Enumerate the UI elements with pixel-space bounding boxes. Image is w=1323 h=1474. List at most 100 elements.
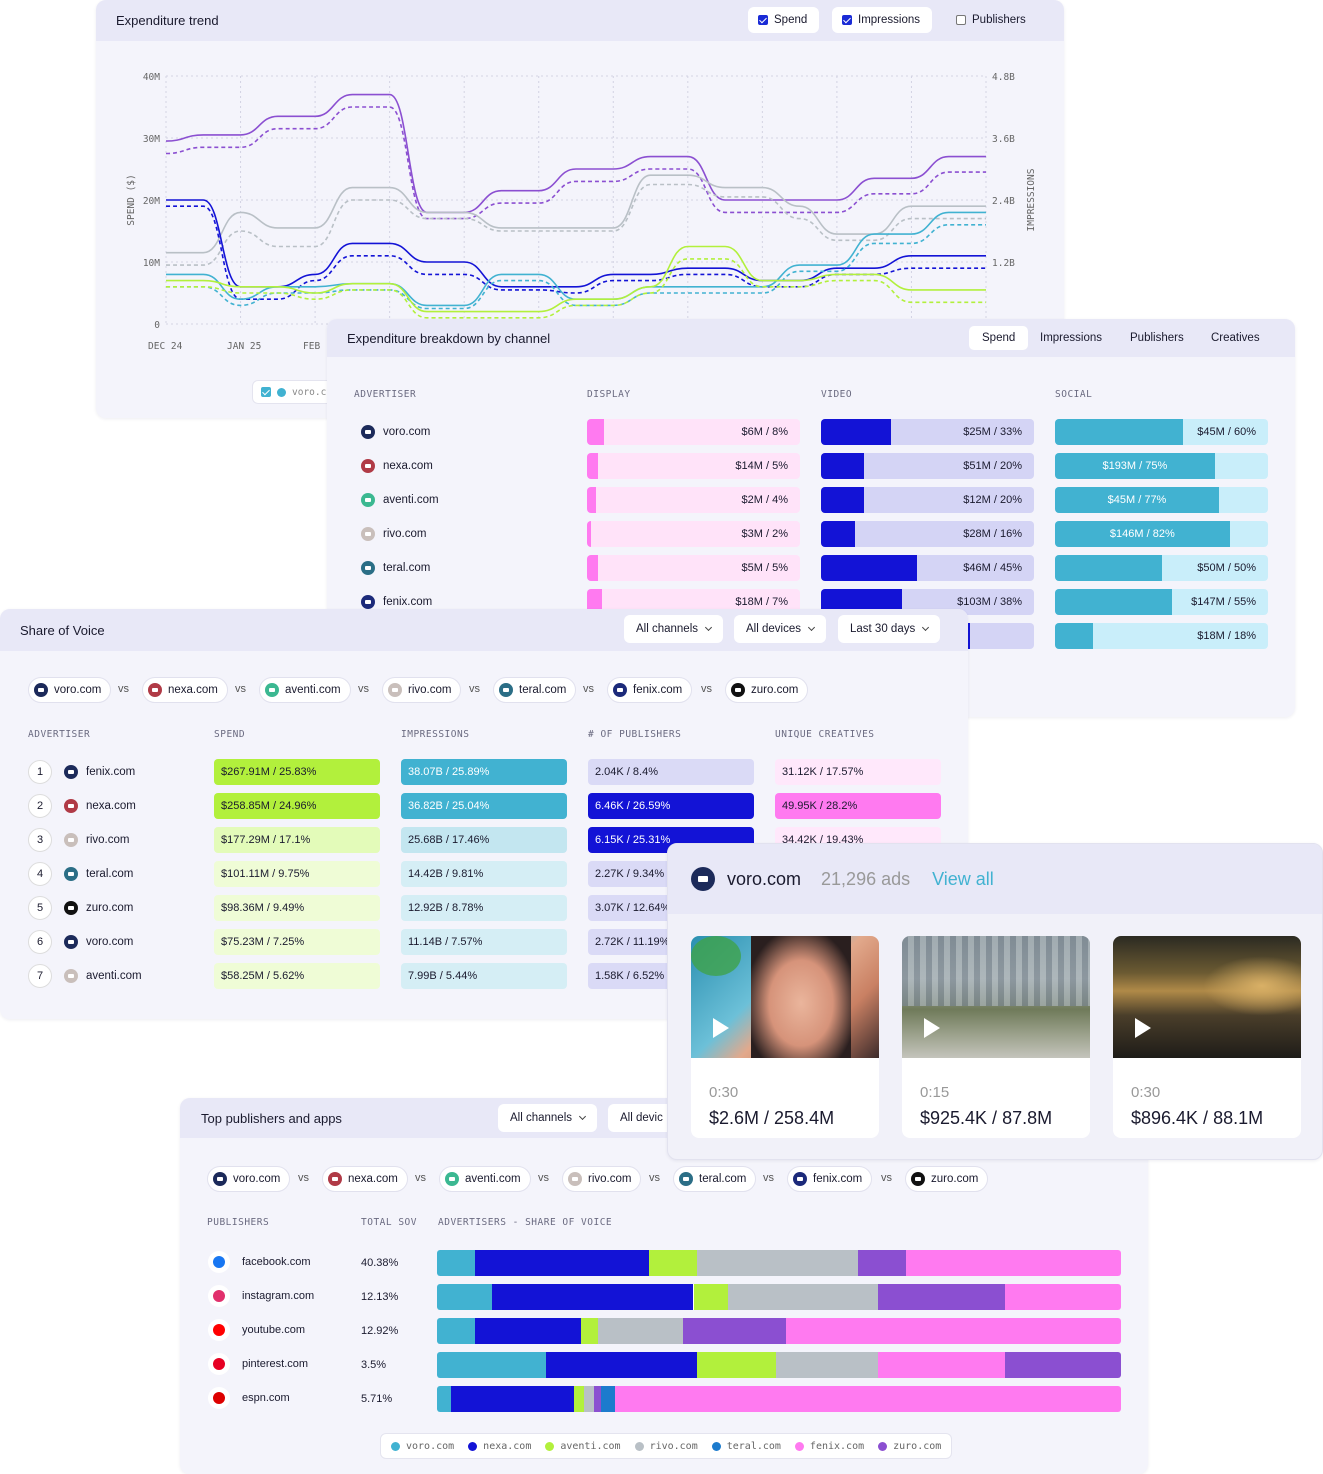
compare-advertiser-pill[interactable]: nexa.com: [322, 1166, 408, 1192]
breakdown-advertiser[interactable]: teral.com: [361, 561, 430, 575]
sov-pubs-cell: 6.46K / 26.59%: [588, 793, 754, 819]
car-icon: [388, 683, 402, 697]
compare-advertiser-pill[interactable]: voro.com: [28, 677, 112, 703]
sov-advertiser[interactable]: teral.com: [64, 867, 133, 881]
display-bar-fill: [587, 419, 605, 445]
impressions-toggle[interactable]: Impressions: [832, 7, 932, 33]
sov-channel-filter[interactable]: All channels: [624, 615, 724, 643]
sov-impr-cell: 11.14B / 7.57%: [401, 929, 567, 955]
impressions-checkbox[interactable]: [842, 15, 852, 25]
play-icon[interactable]: [924, 1018, 940, 1038]
publisher-name: youtube.com: [242, 1324, 305, 1336]
sov-col-creatives: UNIQUE CREATIVES: [775, 729, 875, 740]
publishers-toggle[interactable]: Publishers: [946, 7, 1036, 33]
compare-advertiser-pill[interactable]: zuro.com: [905, 1166, 989, 1192]
y-axis-label-left: SPEND ($): [126, 174, 137, 225]
youtube-icon: [208, 1319, 230, 1341]
compare-advertiser-pill[interactable]: aventi.com: [439, 1166, 531, 1192]
car-icon: [213, 1172, 227, 1186]
breakdown-advertiser[interactable]: aventi.com: [361, 493, 439, 507]
compare-advertiser-pill[interactable]: fenix.com: [607, 677, 693, 703]
advertiser-name: zuro.com: [86, 902, 134, 914]
display-value: $6M / 8%: [741, 426, 788, 438]
play-icon[interactable]: [1135, 1018, 1151, 1038]
legend-dot: [794, 1441, 804, 1451]
sov-impr-cell: 36.82B / 25.04%: [401, 793, 567, 819]
chevron-down-icon: [578, 1112, 587, 1121]
publishers-channel-filter[interactable]: All channels: [498, 1104, 598, 1132]
social-bar: $45M / 77%: [1055, 487, 1268, 513]
social-value: $18M / 18%: [1197, 630, 1256, 642]
publishers-checkbox[interactable]: [956, 15, 966, 25]
compare-advertiser-pill[interactable]: fenix.com: [787, 1166, 873, 1192]
breakdown-tab-spend[interactable]: Spend: [969, 326, 1029, 350]
legend-item[interactable]: voro.com: [391, 1441, 454, 1452]
legend-item[interactable]: zuro.com: [878, 1441, 941, 1452]
legend-item[interactable]: teral.com: [711, 1441, 781, 1452]
compare-advertiser-pill[interactable]: rivo.com: [562, 1166, 642, 1192]
car-icon: [361, 493, 375, 507]
publisher-name-cell[interactable]: instagram.com: [208, 1285, 314, 1307]
breakdown-advertiser[interactable]: voro.com: [361, 425, 430, 439]
breakdown-tab-impressions[interactable]: Impressions: [1040, 332, 1102, 344]
sov-advertiser[interactable]: fenix.com: [64, 765, 135, 779]
legend-checkbox[interactable]: [261, 387, 271, 397]
compare-advertiser-pill[interactable]: rivo.com: [382, 677, 462, 703]
sov-device-filter-label: All devices: [746, 623, 801, 635]
view-all-link[interactable]: View all: [932, 868, 994, 889]
compare-advertiser-pill[interactable]: nexa.com: [142, 677, 228, 703]
breakdown-advertiser[interactable]: fenix.com: [361, 595, 432, 609]
publisher-name-cell[interactable]: facebook.com: [208, 1251, 310, 1273]
legend-item[interactable]: rivo.com: [634, 1441, 698, 1452]
spend-toggle[interactable]: Spend: [748, 7, 820, 33]
legend-dot: [468, 1441, 478, 1451]
chevron-down-icon: [704, 623, 713, 632]
compare-advertiser-pill[interactable]: aventi.com: [259, 677, 351, 703]
share-segment-fenix: [1004, 1284, 1121, 1310]
legend-item[interactable]: fenix.com: [794, 1441, 864, 1452]
breakdown-advertiser[interactable]: rivo.com: [361, 527, 426, 541]
vs-separator: vs: [538, 1172, 549, 1184]
compare-advertiser-pill[interactable]: teral.com: [493, 677, 577, 703]
sov-advertiser[interactable]: zuro.com: [64, 901, 133, 915]
sov-device-filter[interactable]: All devices: [734, 615, 826, 643]
sov-advertiser[interactable]: rivo.com: [64, 833, 129, 847]
legend-item[interactable]: aventi.com: [545, 1441, 621, 1452]
breakdown-tab-publishers[interactable]: Publishers: [1130, 332, 1184, 344]
sov-advertiser[interactable]: aventi.com: [64, 969, 142, 983]
legend-item[interactable]: nexa.com: [468, 1441, 531, 1452]
publisher-total-sov: 40.38%: [361, 1257, 399, 1269]
sov-date-filter[interactable]: Last 30 days: [838, 615, 941, 643]
spend-checkbox[interactable]: [758, 15, 768, 25]
publisher-name-cell[interactable]: youtube.com: [208, 1319, 305, 1341]
share-segment-zuro: [857, 1250, 906, 1276]
publisher-name-cell[interactable]: espn.com: [208, 1387, 290, 1409]
trend-series-line: [166, 211, 986, 307]
publisher-name-cell[interactable]: pinterest.com: [208, 1353, 308, 1375]
publishers-device-filter[interactable]: All devic: [608, 1104, 675, 1132]
video-bar-fill: [821, 487, 864, 513]
play-icon[interactable]: [713, 1018, 729, 1038]
video-value: $103M / 38%: [957, 596, 1022, 608]
ad-card[interactable]: 0:15 $925.4K / 87.8M: [902, 936, 1090, 1138]
sov-advertiser[interactable]: nexa.com: [64, 799, 136, 813]
breakdown-tab-creatives[interactable]: Creatives: [1211, 332, 1260, 344]
compare-advertiser-pill[interactable]: zuro.com: [725, 677, 809, 703]
car-icon: [148, 683, 162, 697]
breakdown-advertiser[interactable]: nexa.com: [361, 459, 433, 473]
ad-thumbnail: [902, 936, 1090, 1058]
trend-legend[interactable]: voro.c: [252, 380, 336, 404]
y-tick-right-2: 2.4B: [992, 196, 1015, 207]
rank-badge: 4: [28, 862, 52, 886]
car-icon: [613, 683, 627, 697]
compare-advertiser-name: aventi.com: [285, 684, 341, 696]
compare-advertiser-pill[interactable]: teral.com: [673, 1166, 757, 1192]
compare-advertiser-pill[interactable]: voro.com: [207, 1166, 291, 1192]
social-bar: $50M / 50%: [1055, 555, 1268, 581]
advertiser-name: nexa.com: [86, 800, 136, 812]
ad-card[interactable]: 0:30 $896.4K / 88.1M: [1113, 936, 1301, 1138]
sov-advertiser[interactable]: voro.com: [64, 935, 133, 949]
ad-card[interactable]: 0:30 $2.6M / 258.4M: [691, 936, 879, 1138]
social-bar: $18M / 18%: [1055, 623, 1268, 649]
display-bar-fill: [587, 521, 592, 547]
